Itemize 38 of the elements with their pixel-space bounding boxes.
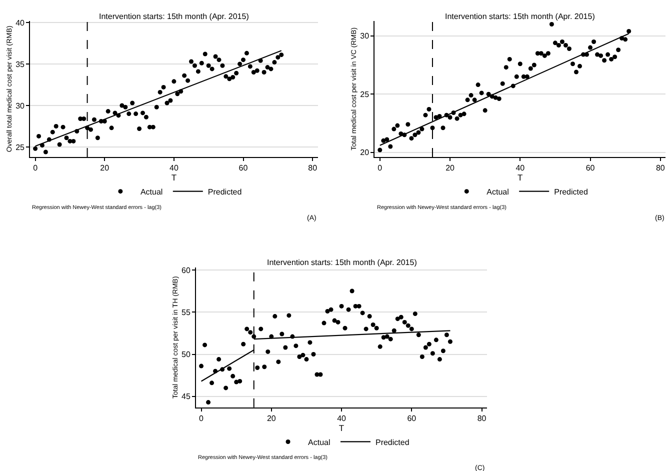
x-tick-label: 60 — [238, 164, 248, 173]
y-tick-label: 35 — [16, 60, 26, 69]
x-tick-label: 20 — [446, 164, 456, 173]
x-axis-title: T — [518, 172, 523, 183]
x-tick-label: 0 — [199, 414, 204, 423]
x-tick-label: 40 — [337, 414, 347, 423]
x-tick-label: 40 — [516, 164, 526, 173]
x-axis-title: T — [338, 422, 344, 433]
x-tick-label: 0 — [33, 164, 38, 173]
y-tick-label: 45 — [182, 392, 191, 402]
x-tick-label: 60 — [586, 164, 596, 173]
x-tick-label: 0 — [378, 164, 383, 173]
legend-label: Predicted — [554, 187, 588, 196]
y-tick-label: 55 — [182, 308, 191, 317]
chart-title: Intervention starts: 15th month (Apr. 2015) — [445, 12, 596, 21]
legend-label: Actual — [140, 187, 163, 196]
y-tick-label: 25 — [16, 142, 26, 152]
x-tick-label: 80 — [477, 414, 487, 423]
legend-label: Actual — [486, 187, 510, 196]
legend-label: Predicted — [375, 438, 410, 447]
y-tick-label: 60 — [182, 266, 191, 275]
y-tick-label: 30 — [16, 101, 26, 110]
x-tick-label: 60 — [407, 414, 417, 423]
chart-title: Intervention starts: 15th month (Apr. 2015) — [267, 258, 418, 267]
x-tick-label: 20 — [100, 164, 110, 173]
y-tick-label: 50 — [182, 350, 191, 360]
legend-label: Predicted — [208, 187, 242, 196]
x-tick-label: 80 — [308, 164, 318, 173]
y-tick-label: 20 — [360, 148, 370, 158]
chart-title: Intervention starts: 15th month (Apr. 2015) — [99, 12, 250, 21]
x-tick-label: 80 — [656, 164, 666, 173]
y-tick-label: 40 — [16, 18, 26, 28]
x-tick-label: 20 — [266, 414, 276, 423]
x-axis-title: T — [171, 172, 177, 183]
y-tick-label: 25 — [360, 90, 370, 99]
x-tick-label: 40 — [169, 164, 179, 173]
y-tick-label: 30 — [360, 32, 370, 41]
legend-label: Actual — [308, 438, 330, 447]
